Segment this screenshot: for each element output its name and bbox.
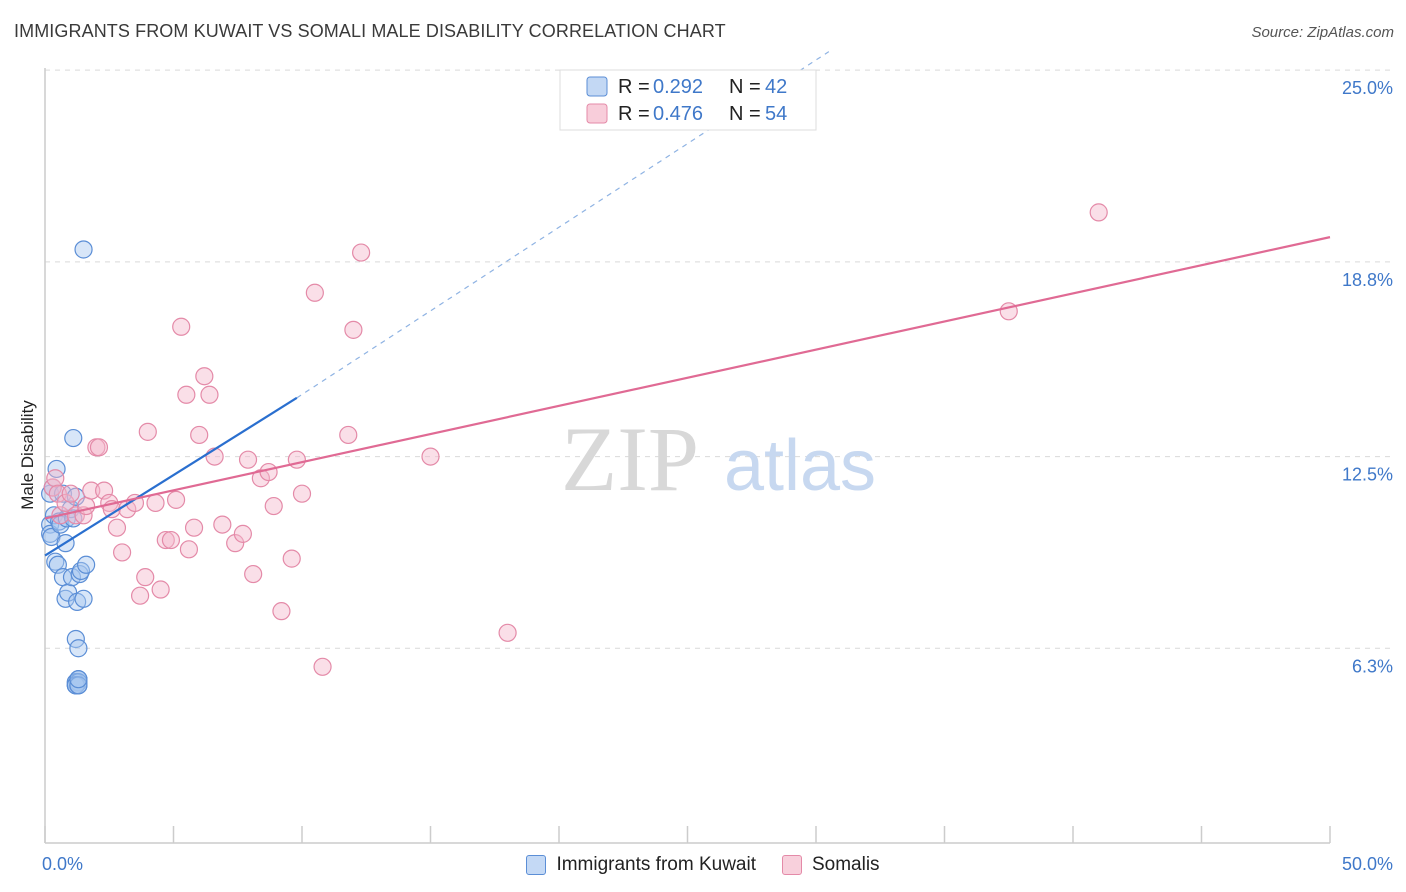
kuwait-point-27	[74, 240, 93, 259]
legend-r-label-2: R =	[618, 103, 650, 125]
somalis-point-36	[226, 534, 245, 553]
kuwait-point-28	[74, 589, 93, 608]
kuwait-point-41	[69, 670, 88, 689]
somalis-point-46	[292, 484, 312, 503]
correlation-legend: R = 0.292 N = 42 R = 0.476 N = 54	[559, 69, 817, 131]
y-tick-label-0: 6.3%	[1352, 656, 1393, 676]
legend-r-label-1: R =	[618, 76, 650, 98]
somalis-point-25	[161, 530, 181, 550]
somalis-point-9	[82, 481, 101, 500]
legend-swatch-kuwait-bottom	[526, 855, 547, 875]
watermark-zip: ZIP	[561, 408, 699, 510]
somalis-point-47	[305, 283, 324, 302]
kuwait-point-7	[47, 459, 66, 479]
somalis-point-27	[172, 317, 191, 336]
legend-swatch-somalis	[586, 103, 608, 124]
axes	[44, 68, 1331, 844]
somalis-point-48	[313, 657, 332, 676]
kuwait-point-2	[41, 524, 60, 543]
somalis-point-41	[259, 462, 278, 482]
somalis-point-19	[130, 586, 150, 605]
somalis-point-20	[136, 568, 155, 587]
somalis-point-31	[190, 425, 209, 445]
somalis-point-4	[56, 493, 75, 513]
watermark-atlas: atlas	[724, 426, 876, 506]
somalis-point-29	[179, 540, 199, 559]
watermark: ZIP atlas	[561, 408, 876, 510]
somalis-point-42	[264, 496, 283, 516]
somalis-point-49	[339, 425, 358, 445]
somalis-point-55	[1089, 203, 1108, 222]
somalis-point-39	[244, 564, 263, 584]
legend-item-kuwait[interactable]: Immigrants from Kuwait	[526, 854, 756, 876]
somalis-point-2	[48, 484, 67, 503]
y-tick-label-3: 25.0%	[1342, 78, 1393, 98]
somalis-point-23	[151, 580, 170, 599]
kuwait-point-29	[77, 555, 96, 574]
somalis-point-1	[46, 469, 65, 488]
source-label: Source: ZipAtlas.com	[1251, 24, 1394, 41]
kuwait-point-25	[70, 564, 89, 584]
legend-r-value-1: 0.292	[653, 76, 703, 98]
somalis-point-34	[205, 447, 224, 466]
somalis-point-32	[195, 367, 214, 386]
somalis-point-37	[233, 524, 252, 543]
kuwait-point-22	[66, 487, 85, 506]
trend-lines	[44, 51, 1331, 557]
kuwait-point-24	[69, 639, 88, 658]
legend-r-value-2: 0.476	[653, 103, 703, 125]
somalis-trend-line	[44, 236, 1331, 520]
somalis-point-16	[112, 543, 132, 562]
legend-item-somalis[interactable]: Somalis	[781, 854, 880, 876]
legend-n-label-1: N =	[729, 76, 761, 98]
legend-label-somalis: Somalis	[811, 854, 880, 875]
x-tick-label-0: 0.0%	[42, 854, 83, 874]
y-tick-label-2: 18.8%	[1342, 270, 1393, 290]
somalis-point-21	[138, 422, 157, 441]
somalis-point-50	[344, 320, 363, 339]
legend-n-label-2: N =	[729, 103, 761, 125]
somalis-point-51	[352, 243, 371, 262]
somalis-point-33	[200, 385, 219, 404]
legend-swatch-somalis-bottom	[781, 855, 802, 875]
kuwait-point-40	[69, 676, 88, 695]
legend-swatch-kuwait	[586, 76, 608, 97]
somalis-point-22	[146, 493, 165, 513]
somalis-point-5	[61, 484, 80, 503]
somalis-point-24	[156, 530, 175, 550]
legend-n-value-1: 42	[765, 76, 787, 98]
series-legend: Immigrants from Kuwait Somalis	[0, 850, 1406, 880]
somalis-point-8	[77, 496, 96, 516]
kuwait-point-19	[64, 428, 83, 448]
somalis-point-38	[238, 450, 258, 469]
chart-title: IMMIGRANTS FROM KUWAIT VS SOMALI MALE DI…	[14, 21, 726, 41]
y-tick-label-1: 12.5%	[1342, 465, 1393, 485]
somalis-point-30	[184, 518, 204, 537]
x-tick-label-1: 50.0%	[1342, 854, 1393, 874]
somalis-point-28	[177, 385, 196, 404]
tick-labels: 6.3% 12.5% 18.8% 25.0% 0.0% 50.0%	[42, 78, 1393, 874]
kuwait-point-6	[46, 552, 65, 571]
somalis-point-44	[282, 549, 301, 568]
somalis-point-15	[107, 518, 127, 537]
somalis-point-35	[213, 515, 232, 534]
somalis-point-53	[498, 623, 517, 642]
somalis-point-52	[421, 447, 440, 466]
kuwait-trend-line	[44, 396, 298, 557]
legend-n-value-2: 54	[765, 103, 787, 125]
grid-lines	[45, 69, 1395, 649]
somalis-point-26	[166, 490, 186, 509]
somalis-point-43	[272, 602, 291, 621]
legend-label-kuwait: Immigrants from Kuwait	[556, 854, 756, 875]
somalis-point-11	[89, 438, 109, 457]
